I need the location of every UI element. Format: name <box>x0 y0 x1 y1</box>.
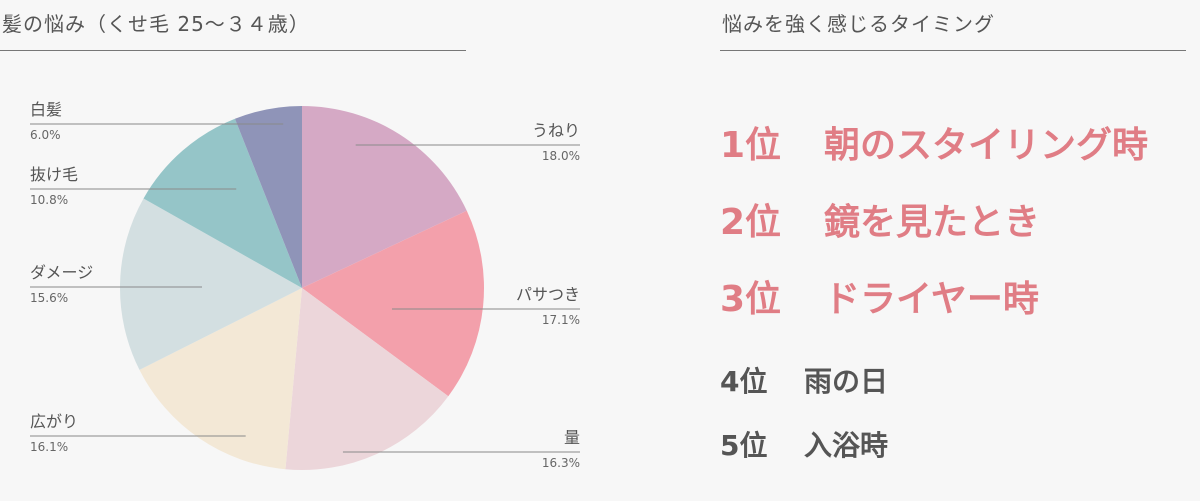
slice-value: 6.0% <box>30 128 61 142</box>
rank-text: 鏡を見たとき <box>824 202 1041 243</box>
rank-number: 3位 <box>720 279 782 320</box>
slice-label: 広がり <box>30 412 78 431</box>
pie-slice <box>139 288 302 470</box>
rank-number: 5位 <box>720 429 768 462</box>
slice-label: 抜け毛 <box>30 165 78 184</box>
leader-lines <box>30 123 580 453</box>
ranking-title: 悩みを強く感じるタイミング <box>722 12 995 36</box>
slice-label: 白髪 <box>30 100 62 119</box>
rank-number: 4位 <box>720 365 768 398</box>
chart-title-underline <box>0 50 466 51</box>
slice-value: 17.1% <box>542 313 580 327</box>
rank-text: ドライヤー時 <box>824 279 1039 320</box>
slice-label: 量 <box>564 428 580 447</box>
pie-slice <box>234 106 302 288</box>
slice-value: 15.6% <box>30 291 68 305</box>
slice-value: 16.3% <box>542 456 580 470</box>
slice-value: 18.0% <box>542 149 580 163</box>
ranking-item-1: 1位 朝のスタイリング時 <box>720 116 1148 168</box>
slice-label: うねり <box>532 121 580 140</box>
pie-slices <box>119 106 484 470</box>
slice-value: 16.1% <box>30 440 68 454</box>
pie-slice <box>302 210 484 397</box>
pie-chart: うねり 18.0% パサつき 17.1% 量 16.3% 広がり 16.1% ダメージ 15.6%… <box>30 100 580 470</box>
slice-label: ダメージ <box>30 263 93 282</box>
slice-labels: うねり 18.0% パサつき 17.1% 量 16.3% 広がり 16.1% ダメージ 15.6%… <box>30 100 580 470</box>
pie-slice <box>285 288 449 470</box>
ranking-title-underline <box>720 50 1186 51</box>
slice-value: 10.8% <box>30 193 68 207</box>
slice-label: パサつき <box>516 285 580 304</box>
rank-number: 2位 <box>720 202 782 243</box>
ranking-item-4: 4位 雨の日 <box>720 360 888 400</box>
rank-text: 雨の日 <box>804 365 889 398</box>
ranking-item-3: 3位 ドライヤー時 <box>720 270 1039 322</box>
pie-slice <box>119 198 302 370</box>
ranking-item-5: 5位 入浴時 <box>720 424 888 464</box>
ranking-item-2: 2位 鏡を見たとき <box>720 193 1040 245</box>
rank-number: 1位 <box>720 125 782 166</box>
pie-slice <box>302 106 467 288</box>
pie-slice <box>143 118 302 288</box>
rank-text: 朝のスタイリング時 <box>824 125 1149 166</box>
chart-title: 髪の悩み（くせ毛 25～３４歳） <box>2 12 310 36</box>
rank-text: 入浴時 <box>804 429 889 462</box>
